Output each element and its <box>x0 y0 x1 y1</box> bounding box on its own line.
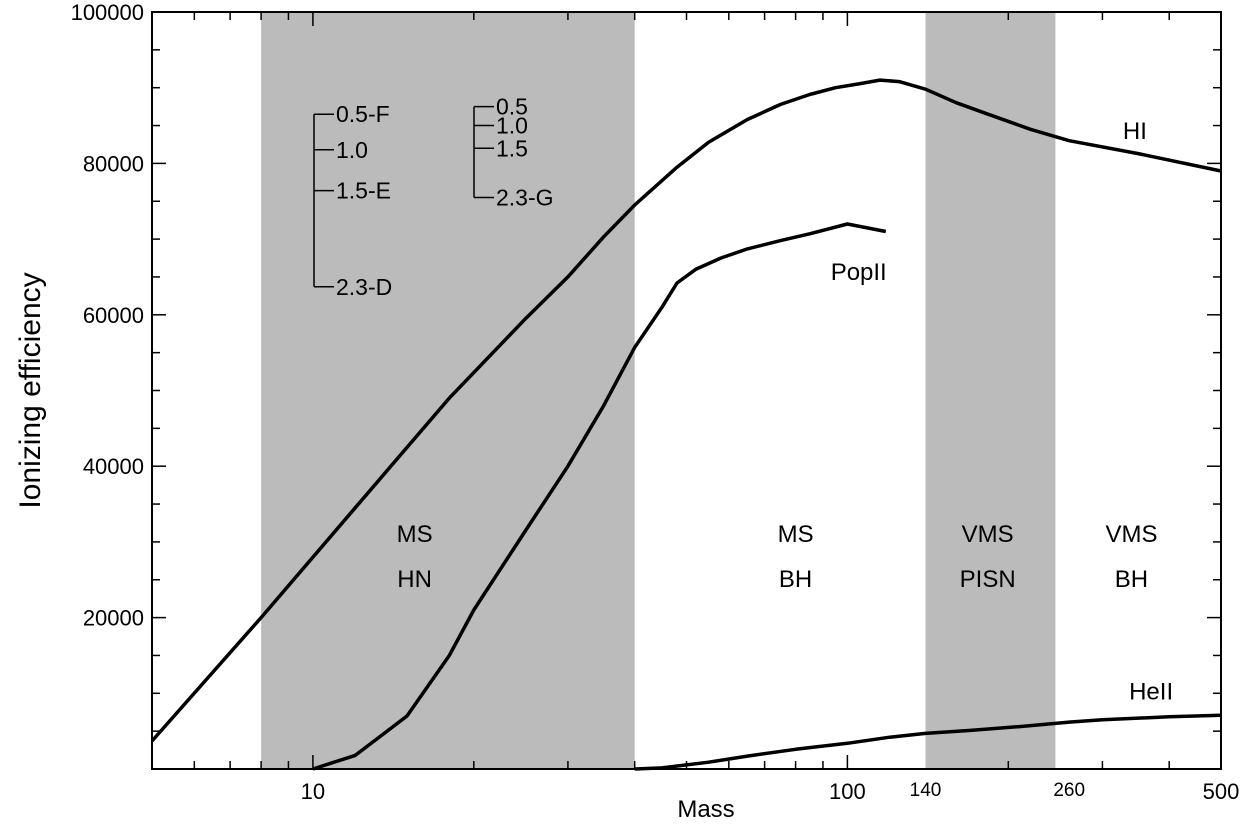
legend-brackets: 0.5-F1.01.5-E2.3-D0.51.01.52.3-G <box>313 94 554 300</box>
region-label-3: PISN <box>960 566 1016 593</box>
legend-entry: 1.0 <box>336 137 368 163</box>
series-line-popii <box>312 222 887 771</box>
x-axis-title: Mass <box>677 796 734 823</box>
legend-entry: 2.3-G <box>496 184 554 210</box>
region-label-1: HN <box>397 566 432 593</box>
x-tick-labels: 10 100 140 260 500 <box>301 779 1240 804</box>
legend-entry: 1.5-E <box>336 178 391 204</box>
x-tick-label: 140 <box>910 780 942 801</box>
series-lines <box>150 78 1222 771</box>
x-tick-label: 10 <box>301 779 325 804</box>
y-tick-label: 40000 <box>83 454 144 479</box>
y-tick-labels: 20000 40000 60000 80000 100000 <box>71 0 144 631</box>
legend-entry: 0.5 <box>496 94 528 120</box>
legend-entry: 0.5-F <box>336 101 390 127</box>
series-line-hi <box>150 78 1222 743</box>
region-label-2: MS <box>778 521 814 548</box>
shaded-region-1 <box>261 12 635 769</box>
x-tick-label: 100 <box>829 779 866 804</box>
legend-entry: 2.3-D <box>336 274 392 300</box>
legend-entry: 1.0 <box>496 113 528 139</box>
region-labels: MS HN MS BH VMS PISN VMS BH <box>397 521 1158 593</box>
shaded-regions <box>261 12 1056 769</box>
legend-entry: 1.5 <box>496 135 528 161</box>
y-tick-label: 80000 <box>83 151 144 176</box>
region-label-1: MS <box>397 521 433 548</box>
y-tick-label: 100000 <box>71 0 144 25</box>
region-label-3: VMS <box>962 521 1014 548</box>
shaded-region-2 <box>925 12 1056 769</box>
series-label-hi: HI <box>1123 118 1147 145</box>
region-label-4: BH <box>1115 566 1148 593</box>
series-label-heii: HeII <box>1129 678 1173 705</box>
axis-ticks <box>151 12 1222 769</box>
y-axis-title: Ionizing efficiency <box>14 272 47 508</box>
series-line-heii <box>634 713 1222 771</box>
y-tick-label: 60000 <box>83 303 144 328</box>
region-label-4: VMS <box>1105 521 1157 548</box>
series-label-popii: PopII <box>831 259 887 286</box>
y-tick-label: 20000 <box>83 606 144 631</box>
region-label-2: BH <box>779 566 812 593</box>
x-tick-label: 500 <box>1203 779 1240 804</box>
x-tick-label: 260 <box>1053 780 1085 801</box>
series-labels: HI PopII HeII <box>831 118 1173 705</box>
